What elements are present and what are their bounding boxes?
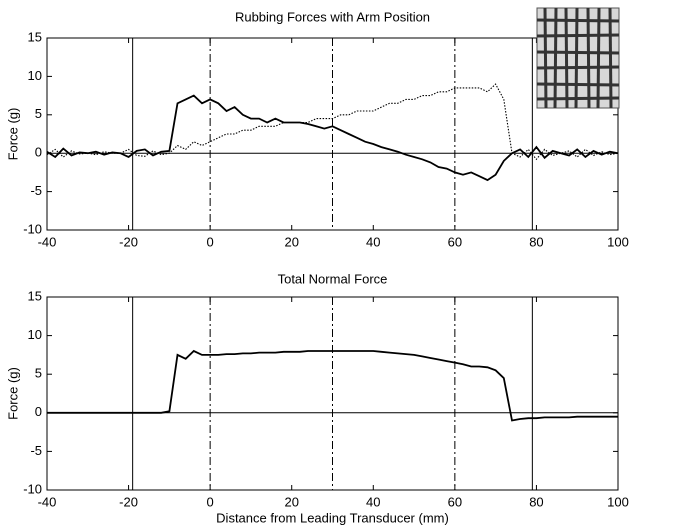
x-tick-label: 80 <box>529 494 543 509</box>
y-tick-label: 5 <box>35 366 42 381</box>
y-tick-label: 10 <box>28 68 42 83</box>
mesh-inset <box>536 7 620 109</box>
data-line <box>47 349 618 422</box>
y-axis-label: Force (g) <box>5 367 20 420</box>
x-tick-label: -20 <box>119 494 138 509</box>
y-tick-label: 0 <box>35 145 42 160</box>
data-line <box>46 83 619 161</box>
x-tick-label: 20 <box>284 494 298 509</box>
chart-title: Total Normal Force <box>278 271 388 286</box>
x-axis-label: Distance from Leading Transducer (mm) <box>216 510 449 525</box>
y-tick-label: -5 <box>30 443 42 458</box>
y-axis-label: Force (g) <box>5 108 20 161</box>
y-tick-label: -10 <box>23 221 42 236</box>
x-tick-label: 40 <box>366 234 380 249</box>
y-tick-label: -5 <box>30 183 42 198</box>
x-tick-label: 0 <box>207 494 214 509</box>
x-tick-label: 100 <box>607 494 629 509</box>
plots: Rubbing Forces with Arm Position Force (g… <box>5 9 628 525</box>
x-tick-label: 60 <box>448 494 462 509</box>
y-tick-label: 15 <box>28 288 42 303</box>
x-tick-label: 0 <box>207 234 214 249</box>
x-tick-label: 40 <box>366 494 380 509</box>
y-tick-label: 10 <box>28 327 42 342</box>
x-tick-label: -40 <box>38 234 57 249</box>
x-tick-label: 100 <box>607 234 629 249</box>
x-tick-label: -20 <box>119 234 138 249</box>
y-tick-label: 15 <box>28 29 42 44</box>
y-tick-label: -10 <box>23 481 42 496</box>
chart-title: Rubbing Forces with Arm Position <box>235 9 430 24</box>
x-tick-label: 80 <box>529 234 543 249</box>
data-line <box>46 94 619 182</box>
y-tick-label: 0 <box>35 404 42 419</box>
x-tick-label: 20 <box>284 234 298 249</box>
x-tick-label: 60 <box>448 234 462 249</box>
x-tick-label: -40 <box>38 494 57 509</box>
y-tick-label: 5 <box>35 106 42 121</box>
